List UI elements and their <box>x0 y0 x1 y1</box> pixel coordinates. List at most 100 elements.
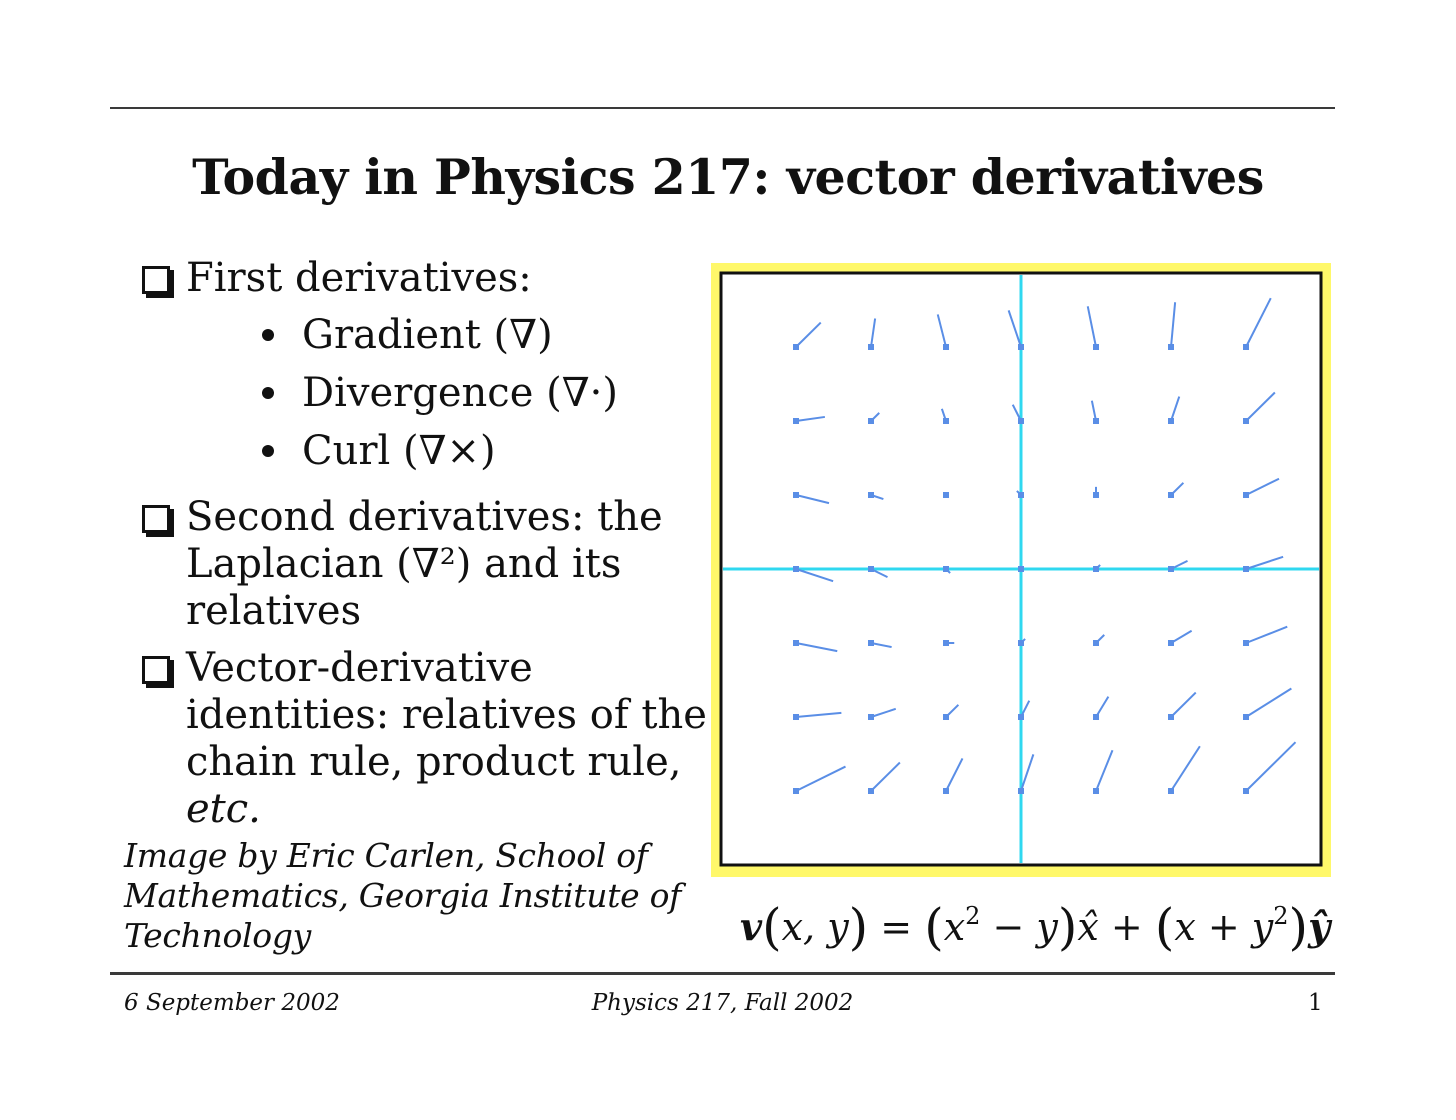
vector-arrow <box>795 568 834 583</box>
formula-eq: = <box>868 905 925 949</box>
vector-base-point <box>1093 418 1099 424</box>
formula-plus: + <box>1098 905 1155 949</box>
checkbox-bullet-icon <box>142 505 170 533</box>
vector-base-point <box>1168 492 1174 498</box>
vector-base-point <box>1243 566 1249 572</box>
vector-arrow <box>1245 555 1284 570</box>
bullet-text: First derivatives: <box>186 255 532 301</box>
footer-page-number: 1 <box>1308 990 1323 1016</box>
bullet-first-derivatives: First derivatives: Gradient (∇) Divergen… <box>138 255 708 484</box>
vector-base-point <box>943 344 949 350</box>
vector-base-point <box>1168 418 1174 424</box>
vector-base-point <box>1168 788 1174 794</box>
vector-base-point <box>868 418 874 424</box>
vector-base-point <box>1243 788 1249 794</box>
footer-date: 6 September 2002 <box>124 990 340 1016</box>
vector-base-point <box>1018 418 1024 424</box>
vector-base-point <box>868 714 874 720</box>
vector-arrow <box>1245 391 1276 422</box>
bullet-identities: Vector-derivative identities: relatives … <box>138 645 708 833</box>
vector-base-point <box>1243 640 1249 646</box>
vector-base-point <box>868 788 874 794</box>
vector-base-point <box>1093 788 1099 794</box>
vector-arrow <box>1170 629 1193 644</box>
bullet-text: Vector-derivative identities: relatives … <box>186 645 707 832</box>
formula-p1-a: x <box>943 905 966 949</box>
vector-base-point <box>1168 566 1174 572</box>
vector-arrow <box>1170 691 1197 718</box>
vector-arrow <box>945 757 964 792</box>
vector-arrow <box>1086 306 1097 348</box>
vector-field-plot <box>711 263 1331 877</box>
vector-base-point <box>1093 344 1099 350</box>
vector-arrow <box>1245 477 1280 496</box>
vector-base-point <box>943 640 949 646</box>
vector-arrows <box>793 297 1297 794</box>
formula-yhat: ŷ <box>1308 904 1331 949</box>
vector-arrow <box>1170 302 1177 348</box>
vector-arrow <box>795 415 826 422</box>
vector-base-point <box>793 788 799 794</box>
vector-arrow <box>1245 687 1292 718</box>
vector-arrow <box>870 707 897 718</box>
vector-arrow <box>795 711 842 718</box>
vector-base-point <box>1093 566 1099 572</box>
vector-arrow <box>795 642 838 653</box>
vector-arrow <box>1095 749 1114 792</box>
formula-xhat: x̂ <box>1077 905 1099 949</box>
vector-arrow <box>936 314 947 348</box>
vector-base-point <box>1243 714 1249 720</box>
vector-arrow <box>1170 745 1201 792</box>
vector-arrow <box>795 765 846 792</box>
formula-args: x, y <box>781 905 849 949</box>
field-formula: v(x, y) = (x2 − y)x̂ + (x + y2)ŷ <box>740 898 1331 956</box>
bottom-rule <box>110 972 1335 975</box>
vector-base-point <box>793 492 799 498</box>
vector-arrow <box>1245 625 1288 644</box>
vector-arrow <box>795 494 830 505</box>
formula-p2-exp: 2 <box>1273 902 1289 930</box>
vector-base-point <box>1243 344 1249 350</box>
sub-bullet-gradient: Gradient (∇) <box>254 306 708 364</box>
slide-title: Today in Physics 217: vector derivatives <box>192 148 1264 206</box>
formula-v: v <box>740 904 763 949</box>
bullet-dot-icon <box>262 445 274 457</box>
vector-base-point <box>1243 492 1249 498</box>
vector-base-point <box>868 566 874 572</box>
checkbox-bullet-icon <box>142 266 170 294</box>
sub-bullet-divergence: Divergence (∇·) <box>254 364 708 422</box>
formula-p1-exp: 2 <box>965 902 981 930</box>
sub-bullet-list: Gradient (∇) Divergence (∇·) Curl (∇×) <box>186 306 708 480</box>
vector-arrow <box>1170 396 1181 422</box>
footer-course: Physics 217, Fall 2002 <box>591 990 854 1016</box>
vector-base-point <box>1168 714 1174 720</box>
vector-base-point <box>1093 714 1099 720</box>
formula-p2-a: x + y <box>1174 905 1274 949</box>
vector-arrow <box>870 761 901 792</box>
image-credit: Image by Eric Carlen, School of Mathemat… <box>124 836 682 955</box>
vector-base-point <box>1018 492 1024 498</box>
vector-base-point <box>1018 788 1024 794</box>
vector-base-point <box>1168 344 1174 350</box>
vector-base-point <box>868 492 874 498</box>
vector-arrow <box>1245 297 1272 348</box>
vector-arrow <box>1245 741 1297 792</box>
vector-arrow <box>1007 310 1022 348</box>
vector-base-point <box>1018 344 1024 350</box>
checkbox-bullet-icon <box>142 656 170 684</box>
vector-base-point <box>943 714 949 720</box>
bullet-second-derivatives: Second derivatives: the Laplacian (∇²) a… <box>138 494 708 635</box>
vector-base-point <box>793 714 799 720</box>
vector-base-point <box>868 344 874 350</box>
vector-base-point <box>793 640 799 646</box>
bullet-list: First derivatives: Gradient (∇) Divergen… <box>138 255 708 843</box>
vector-arrow <box>1095 696 1110 718</box>
vector-base-point <box>793 344 799 350</box>
vector-base-point <box>943 492 949 498</box>
bullet-dot-icon <box>262 329 274 341</box>
vector-base-point <box>1243 418 1249 424</box>
vector-base-point <box>793 418 799 424</box>
vector-base-point <box>1018 714 1024 720</box>
vector-arrow <box>870 642 892 649</box>
bullet-dot-icon <box>262 387 274 399</box>
